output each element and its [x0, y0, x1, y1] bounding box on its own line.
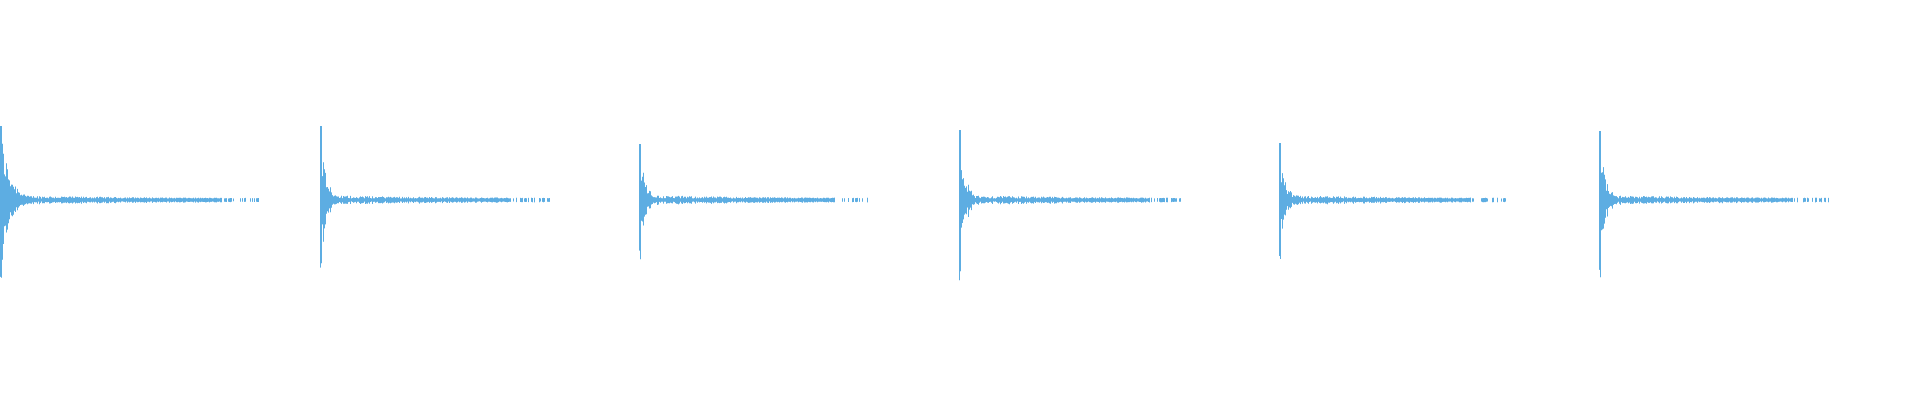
waveform-burst	[0, 126, 259, 278]
waveform-samples	[639, 144, 868, 260]
waveform-samples	[0, 126, 259, 278]
waveform-samples	[1599, 131, 1829, 278]
waveform-burst	[320, 126, 550, 268]
waveform-burst	[1599, 131, 1829, 278]
waveform-burst	[959, 130, 1181, 281]
waveform-burst	[1279, 143, 1506, 259]
waveform-samples	[1279, 143, 1506, 259]
waveform-samples	[320, 126, 550, 268]
waveform-burst	[639, 144, 868, 260]
waveform-samples	[959, 130, 1181, 281]
